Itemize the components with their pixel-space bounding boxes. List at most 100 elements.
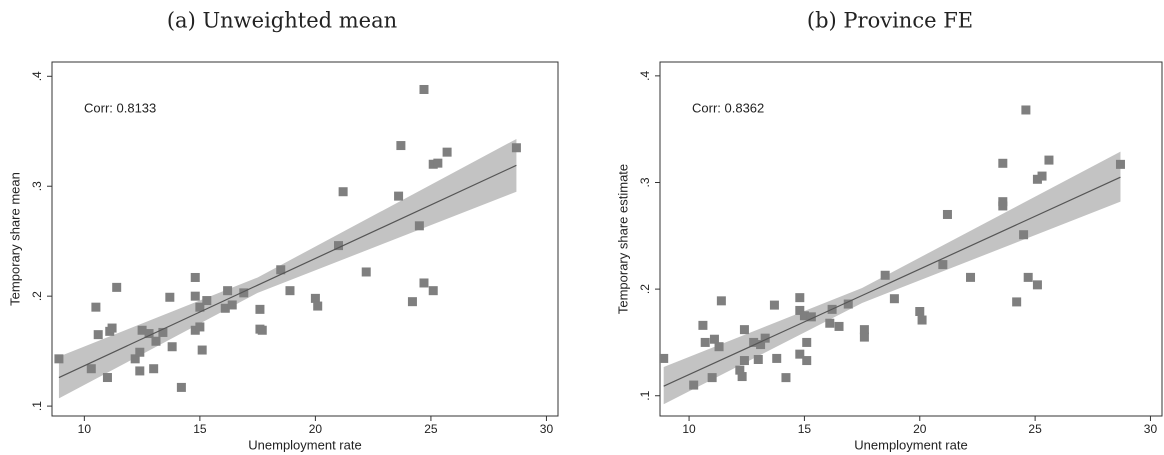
x-tick-label: 30 [1144, 422, 1158, 436]
scatter-point [998, 158, 1008, 168]
confidence-band [58, 138, 517, 399]
scatter-point [700, 337, 710, 347]
scatter-point [310, 293, 320, 303]
scatter-point [735, 365, 745, 375]
scatter-point [93, 330, 103, 340]
scatter-point [889, 294, 899, 304]
y-axis-label: Temporary share mean [7, 172, 22, 306]
scatter-point [394, 191, 404, 201]
scatter-point [834, 321, 844, 331]
scatter-point [276, 265, 286, 275]
scatter-point [1032, 280, 1042, 290]
scatter-point [202, 296, 212, 306]
scatter-point [419, 84, 429, 94]
scatter-point [361, 267, 371, 277]
scatter-point [1019, 230, 1029, 240]
y-tick-label: .2 [30, 291, 44, 301]
scatter-point [1023, 272, 1033, 282]
fit-line [663, 176, 1121, 387]
scatter-point [942, 209, 952, 219]
y-tick-label: .1 [638, 390, 652, 400]
scatter-point [195, 302, 205, 312]
scatter-point [419, 278, 429, 288]
scatter-point [698, 320, 708, 330]
scatter-point [1044, 155, 1054, 165]
y-tick-label: .3 [638, 177, 652, 187]
x-tick-label: 10 [682, 422, 696, 436]
scatter-point [239, 288, 249, 298]
scatter-point [190, 325, 200, 335]
scatter-point [107, 323, 117, 333]
scatter-point [781, 373, 791, 383]
x-tick-label: 30 [540, 422, 554, 436]
scatter-point [54, 354, 64, 364]
y-tick-label: .4 [638, 71, 652, 81]
scatter-point [91, 302, 101, 312]
scatter-point [220, 303, 230, 313]
scatter-point [1021, 105, 1031, 115]
scatter-point [1032, 174, 1042, 184]
annotation: Corr: 0.8362 [692, 100, 764, 115]
scatter-point [190, 291, 200, 301]
scatter-point [659, 353, 669, 363]
scatter-point [749, 337, 759, 347]
plot-frame [659, 61, 1163, 417]
scatter-point [195, 322, 205, 332]
y-tick-label: .1 [30, 401, 44, 411]
scatter-point [753, 354, 763, 364]
scatter-point [313, 301, 323, 311]
scatter-point [709, 334, 719, 344]
scatter-point [227, 300, 237, 310]
scatter-point [407, 297, 417, 307]
scatter-point [433, 158, 443, 168]
scatter-point [843, 299, 853, 309]
scatter-point [795, 305, 805, 315]
scatter-point [716, 296, 726, 306]
x-tick-label: 25 [424, 422, 438, 436]
scatter-point [756, 340, 766, 350]
x-tick-label: 25 [1028, 422, 1042, 436]
scatter-point [769, 300, 779, 310]
scatter-point [414, 221, 424, 231]
x-tick-label: 15 [193, 422, 207, 436]
scatter-point [714, 342, 724, 352]
chart-title: (a) Unweighted mean [167, 9, 397, 33]
scatter-point [998, 201, 1008, 211]
scatter-point [859, 332, 869, 342]
scatter-point [167, 342, 177, 352]
scatter-point [255, 304, 265, 314]
scatter-point [799, 311, 809, 321]
scatter-point [806, 312, 816, 322]
annotation: Corr: 0.8133 [84, 100, 156, 115]
scatter-point [176, 382, 186, 392]
scatter-point [966, 272, 976, 282]
scatter-point [802, 356, 812, 366]
scatter-point [938, 260, 948, 270]
confidence-band [663, 151, 1121, 405]
scatter-point [223, 286, 233, 296]
scatter-point [257, 325, 267, 335]
scatter-point [511, 143, 521, 153]
y-tick-label: .4 [30, 71, 44, 81]
scatter-point [190, 272, 200, 282]
scatter-point [135, 366, 145, 376]
scatter-point [760, 333, 770, 343]
scatter-point [165, 292, 175, 302]
y-tick-label: .3 [30, 181, 44, 191]
scatter-point [707, 373, 717, 383]
scatter-point [802, 337, 812, 347]
y-tick-label: .2 [638, 284, 652, 294]
scatter-point [880, 270, 890, 280]
scatter-point [915, 307, 925, 317]
x-tick-label: 10 [78, 422, 92, 436]
scatter-point [135, 347, 145, 357]
scatter-point [1115, 159, 1125, 169]
scatter-point [689, 380, 699, 390]
scatter-point [338, 187, 348, 197]
scatter-point [197, 345, 207, 355]
scatter-point [137, 325, 147, 335]
scatter-point [158, 327, 168, 337]
scatter-point [130, 354, 140, 364]
